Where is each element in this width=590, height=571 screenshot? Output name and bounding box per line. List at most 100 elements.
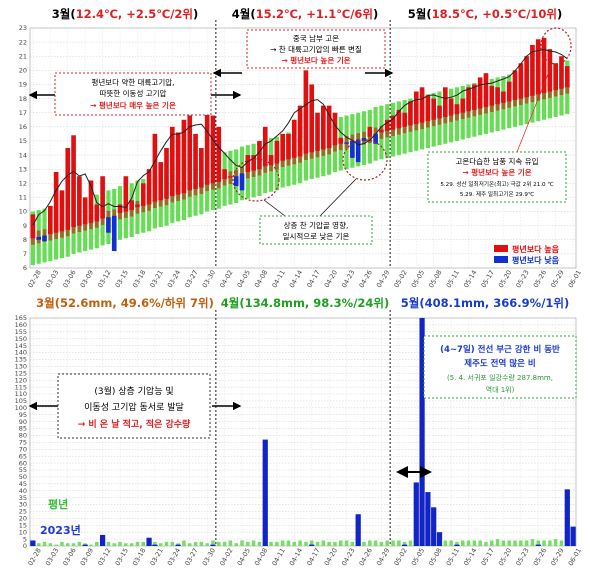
precip-normal-bar: [385, 540, 389, 546]
x-tick-label: 05-02: [392, 269, 408, 289]
x-tick-label: 06-01: [567, 269, 583, 289]
y-tick-label: 13: [19, 165, 27, 173]
precip-normal-bar: [135, 541, 140, 546]
y-tick-label: 9: [23, 222, 27, 230]
y-tick-label: 14: [19, 151, 27, 159]
normal-core-bar: [269, 158, 273, 172]
precip-normal-bar: [524, 540, 529, 546]
precip-normal-bar: [455, 541, 459, 546]
precip-normal-bar: [490, 540, 494, 546]
y-tick-label: 16: [19, 123, 27, 131]
normal-core-bar: [123, 205, 128, 218]
y-tick-label: 20: [19, 67, 27, 75]
precip-normal-bar: [286, 540, 291, 546]
temp-2023-bar: [379, 129, 384, 133]
precip-normal-bar: [408, 540, 413, 546]
temp-2023-bar: [512, 70, 518, 100]
precip-normal-bar: [333, 541, 337, 546]
y-tick-label: 0: [23, 542, 27, 550]
temp-2023-bar: [442, 87, 448, 117]
march-temp-box: [54, 72, 212, 116]
temp-2023-bar: [506, 81, 512, 102]
precip-2023-bar: [535, 544, 541, 546]
temp-2023-bar: [117, 204, 123, 213]
may-temp-note-1: 고온다습한 남풍 지속 유입: [455, 157, 538, 166]
x-tick-label: 03-03: [44, 269, 60, 289]
x-tick-label: 05-20: [497, 269, 513, 289]
precip-normal-bar: [559, 540, 564, 546]
x-tick-label: 04-14: [288, 269, 304, 289]
precip-normal-bar: [193, 541, 198, 546]
y-tick-label: 120: [15, 376, 27, 384]
normal-core-bar: [94, 215, 99, 228]
cold-dip-leader: [319, 178, 357, 217]
temp-2023-bar: [42, 235, 47, 242]
normal-core-bar: [460, 106, 465, 120]
temp-2023-bar: [559, 56, 564, 89]
temp-2023-bar: [309, 84, 315, 153]
temp-2023-bar: [257, 140, 262, 170]
x-tick-label: 04-05: [236, 547, 252, 567]
march-precip-box: [57, 373, 211, 439]
cold-dip-leader: [263, 199, 286, 217]
precip-2023-bar: [454, 544, 460, 546]
may-precip-note-4: 역대 1위): [486, 385, 515, 394]
temp-2023-bar: [36, 236, 42, 240]
x-tick-label: 05-05: [410, 547, 426, 567]
normal-core-bar: [222, 172, 227, 186]
precip-normal-bar: [182, 540, 186, 546]
y-tick-label: 10: [19, 528, 27, 536]
temp-2023-bar: [303, 70, 309, 154]
x-tick-label: 05-23: [514, 269, 530, 289]
precip-2023-bar: [425, 492, 431, 546]
march-temp-note-1: 평년보다 약한 대륙고기압,: [91, 77, 174, 87]
precip-normal-bar: [472, 540, 477, 546]
x-tick-label: 06-01: [567, 547, 583, 567]
temp-2023-bar: [355, 139, 361, 163]
precip-normal-bar: [246, 541, 250, 546]
precip-normal-bar: [60, 541, 64, 546]
temp-2023-bar: [152, 133, 158, 202]
x-tick-label: 03-18: [131, 269, 147, 289]
precip-2023-bar: [413, 482, 419, 546]
temp-2023-bar: [199, 148, 204, 188]
x-tick-label: 05-14: [462, 547, 478, 567]
precip-normal-bar: [321, 540, 326, 546]
x-tick-label: 05-17: [480, 547, 496, 567]
y-tick-label: 55: [19, 466, 27, 474]
temp-2023-bar: [315, 112, 320, 151]
temp-2023-bar: [222, 169, 227, 180]
normal-core-bar: [135, 200, 140, 214]
precip-normal-bar: [292, 541, 297, 546]
x-tick-label: 04-20: [323, 269, 339, 289]
precip-2023-bar: [355, 514, 361, 546]
temp-2023-bar: [535, 39, 541, 95]
x-tick-label: 05-14: [462, 269, 478, 289]
precip-normal-bar: [466, 540, 471, 546]
x-tick-label: 05-02: [392, 547, 408, 567]
y-tick-label: 18: [19, 95, 27, 103]
y-tick-label: 95: [19, 411, 27, 419]
legend-below-swatch: [494, 256, 508, 263]
x-tick-label: 03-12: [96, 269, 112, 289]
temp-anomaly-bars: [30, 37, 570, 252]
precip-normal-bar: [54, 544, 58, 546]
temp-2023-bar: [262, 126, 268, 167]
precip-normal-bar: [77, 541, 82, 546]
y-tick-label: 135: [15, 356, 27, 364]
temp-2023-bar: [564, 66, 570, 88]
temp-2023-bar: [448, 98, 454, 116]
april-temp-note-1: 중국 남부 고온: [293, 34, 339, 43]
precip-normal-bar: [373, 540, 378, 546]
x-tick-label: 04-29: [375, 269, 391, 289]
temp-2023-bar: [158, 162, 164, 201]
precip-normal-bar: [280, 540, 285, 546]
y-tick-label: 8: [23, 236, 27, 244]
x-tick-label: 04-11: [270, 547, 286, 567]
temp-2023-bar: [251, 155, 256, 171]
normal-core-bar: [193, 182, 198, 196]
may-peak-circle: [540, 27, 572, 65]
precip-normal-bar: [71, 543, 76, 546]
y-tick-label: 35: [19, 494, 27, 502]
y-tick-label: 20: [19, 515, 27, 523]
